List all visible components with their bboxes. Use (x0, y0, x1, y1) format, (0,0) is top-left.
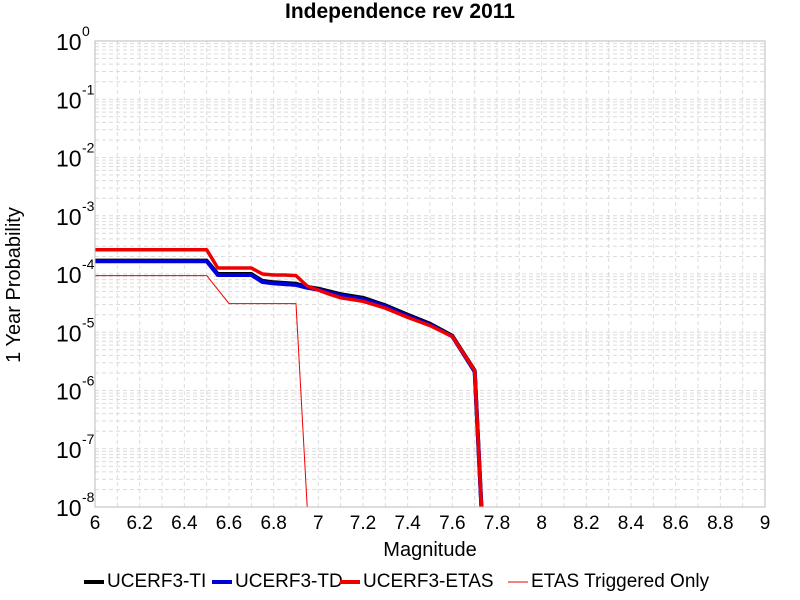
x-tick-label: 8.8 (707, 513, 733, 534)
series-line-2 (95, 248, 484, 507)
y-tick-exponent: -1 (82, 81, 95, 97)
plot-frame (94, 40, 766, 508)
y-tick-label: 10 -1 (56, 81, 95, 113)
x-tick-label: 6 (90, 513, 101, 534)
y-tick-base: 10 (56, 87, 82, 113)
x-tick-label: 7.8 (484, 513, 510, 534)
y-tick-label: 10 -5 (56, 314, 95, 346)
x-tick-label: 6.6 (216, 513, 242, 534)
x-tick-label: 7.2 (350, 513, 376, 534)
y-tick-exponent: -7 (82, 431, 95, 447)
y-tick-base: 10 (56, 320, 82, 346)
x-tick-label: 7.6 (439, 513, 465, 534)
x-tick-label: 6.8 (260, 513, 286, 534)
y-tick-exponent: -6 (82, 373, 95, 389)
legend: UCERF3-TI UCERF3-TD UCERF3-ETAS ETAS Trigge… (84, 571, 710, 592)
x-tick-label: 9 (760, 513, 771, 534)
y-tick-base: 10 (56, 262, 82, 288)
y-tick-exponent: -3 (82, 198, 95, 214)
legend-label: UCERF3-TD (235, 571, 343, 592)
legend-label: UCERF3-TI (107, 571, 206, 592)
y-tick-exponent: 0 (82, 23, 90, 39)
x-tick-label: 6.2 (126, 513, 152, 534)
x-tick-label: 7 (313, 513, 324, 534)
y-tick-base: 10 (56, 146, 82, 172)
y-tick-exponent: -5 (82, 314, 95, 330)
legend-label: UCERF3-ETAS (363, 571, 494, 592)
y-tick-exponent: -8 (82, 489, 95, 505)
y-tick-label: 10 -2 (56, 140, 95, 172)
legend-item: UCERF3-ETAS (340, 571, 494, 592)
y-tick-label: 10 0 (56, 23, 90, 55)
legend-item: UCERF3-TD (212, 571, 343, 592)
y-tick-base: 10 (56, 204, 82, 230)
y-tick-label: 10 -3 (56, 198, 95, 230)
y-tick-label: 10 -8 (56, 489, 95, 521)
series-line-3 (95, 275, 308, 507)
y-tick-base: 10 (56, 437, 82, 463)
x-tick-label: 6.4 (171, 513, 198, 534)
legend-label: ETAS Triggered Only (531, 571, 710, 592)
legend-item: ETAS Triggered Only (508, 571, 710, 592)
y-tick-label: 10 -6 (56, 373, 95, 405)
x-tick-label: 8.2 (573, 513, 599, 534)
y-tick-label: 10 -7 (56, 431, 95, 463)
y-tick-base: 10 (56, 29, 82, 55)
x-tick-label: 8.6 (662, 513, 688, 534)
legend-item: UCERF3-TI (84, 571, 206, 592)
chart-title: Independence rev 2011 (285, 0, 515, 23)
x-tick-labels: 6 6.2 6.4 6.6 6.8 7 7.2 7.4 7.6 7.8 8 8.2 8.4 8.6 8.8 9 (90, 513, 771, 534)
y-tick-base: 10 (56, 495, 82, 521)
x-axis-label: Magnitude (383, 539, 476, 561)
x-tick-label: 8 (536, 513, 547, 534)
y-tick-exponent: -4 (82, 256, 95, 272)
y-tick-exponent: -2 (82, 140, 95, 156)
x-tick-label: 7.4 (394, 513, 421, 534)
y-axis-label: 1 Year Probability (3, 207, 25, 363)
series-layer (95, 248, 484, 507)
y-tick-label: 10 -4 (56, 256, 95, 288)
x-tick-label: 8.4 (618, 513, 645, 534)
y-tick-base: 10 (56, 379, 82, 405)
